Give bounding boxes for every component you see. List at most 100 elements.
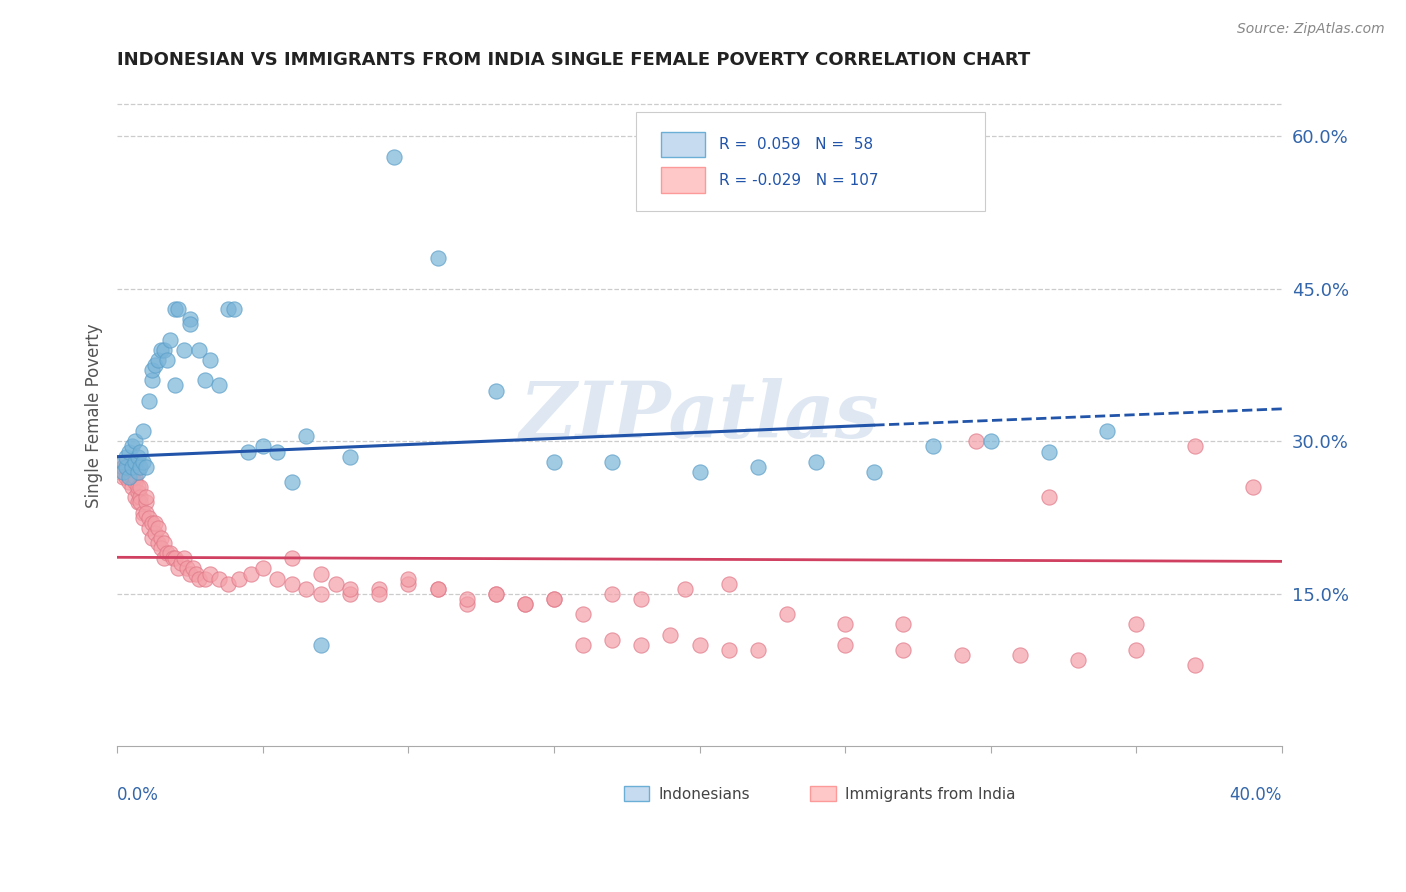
Point xyxy=(396,576,419,591)
Point xyxy=(143,516,166,530)
Point xyxy=(129,495,152,509)
Point xyxy=(921,440,943,454)
Point xyxy=(980,434,1002,449)
Bar xyxy=(810,786,835,801)
Point xyxy=(165,551,187,566)
Point xyxy=(108,465,131,479)
Point xyxy=(135,495,157,509)
Point xyxy=(115,450,138,464)
Text: Source: ZipAtlas.com: Source: ZipAtlas.com xyxy=(1237,22,1385,37)
Point xyxy=(309,587,332,601)
Point xyxy=(543,455,565,469)
Point xyxy=(124,434,146,449)
Point xyxy=(1184,440,1206,454)
Point xyxy=(295,582,318,596)
Point xyxy=(135,491,157,505)
Bar xyxy=(624,786,650,801)
Point xyxy=(138,510,160,524)
Point xyxy=(152,343,174,357)
Point xyxy=(426,582,449,596)
Point xyxy=(513,597,536,611)
Point xyxy=(152,551,174,566)
Point xyxy=(600,587,623,601)
Point xyxy=(111,459,134,474)
Text: Immigrants from India: Immigrants from India xyxy=(845,787,1015,802)
Point xyxy=(121,440,143,454)
Point xyxy=(965,434,987,449)
Point xyxy=(124,455,146,469)
Point xyxy=(266,444,288,458)
Point xyxy=(325,576,347,591)
Bar xyxy=(661,132,706,157)
Point xyxy=(167,561,190,575)
Point xyxy=(146,521,169,535)
Point xyxy=(129,444,152,458)
Point xyxy=(747,643,769,657)
Point xyxy=(659,627,682,641)
Point xyxy=(156,546,179,560)
Point xyxy=(200,353,222,368)
FancyBboxPatch shape xyxy=(636,112,986,211)
Point xyxy=(173,343,195,357)
Point xyxy=(132,510,155,524)
Point xyxy=(127,480,149,494)
Point xyxy=(149,541,172,556)
Point xyxy=(717,576,740,591)
Point xyxy=(252,561,274,575)
Point xyxy=(238,444,260,458)
Point xyxy=(124,470,146,484)
Point xyxy=(689,465,711,479)
Point xyxy=(572,638,595,652)
Point xyxy=(717,643,740,657)
Point xyxy=(396,572,419,586)
Point xyxy=(368,587,391,601)
Point xyxy=(193,572,215,586)
Point xyxy=(600,455,623,469)
Point xyxy=(1038,444,1060,458)
Point xyxy=(127,465,149,479)
Point xyxy=(159,546,181,560)
Point xyxy=(149,343,172,357)
Point xyxy=(281,551,304,566)
Point xyxy=(115,455,138,469)
Point xyxy=(159,333,181,347)
Point xyxy=(127,485,149,500)
Point xyxy=(176,561,198,575)
Point xyxy=(132,455,155,469)
Point xyxy=(1097,424,1119,438)
Point xyxy=(630,638,652,652)
Point xyxy=(1184,658,1206,673)
Point xyxy=(115,470,138,484)
Point xyxy=(121,459,143,474)
Point xyxy=(1125,643,1147,657)
Point xyxy=(124,491,146,505)
Point xyxy=(309,638,332,652)
Point xyxy=(485,384,508,398)
Point xyxy=(747,459,769,474)
Point xyxy=(281,576,304,591)
Bar xyxy=(661,168,706,193)
Point xyxy=(804,455,827,469)
Point xyxy=(339,587,361,601)
Point xyxy=(118,444,141,458)
Y-axis label: Single Female Poverty: Single Female Poverty xyxy=(86,324,103,508)
Point xyxy=(228,572,250,586)
Text: R = -0.029   N = 107: R = -0.029 N = 107 xyxy=(720,172,879,187)
Point xyxy=(129,459,152,474)
Point xyxy=(129,480,152,494)
Point xyxy=(138,521,160,535)
Point xyxy=(111,455,134,469)
Text: 0.0%: 0.0% xyxy=(117,786,159,804)
Point xyxy=(149,531,172,545)
Point xyxy=(124,475,146,489)
Text: 40.0%: 40.0% xyxy=(1230,786,1282,804)
Point xyxy=(950,648,973,662)
Point xyxy=(141,363,163,377)
Point xyxy=(127,495,149,509)
Point xyxy=(138,393,160,408)
Point xyxy=(187,572,209,586)
Point xyxy=(173,551,195,566)
Point xyxy=(118,475,141,489)
Point xyxy=(426,252,449,266)
Point xyxy=(295,429,318,443)
